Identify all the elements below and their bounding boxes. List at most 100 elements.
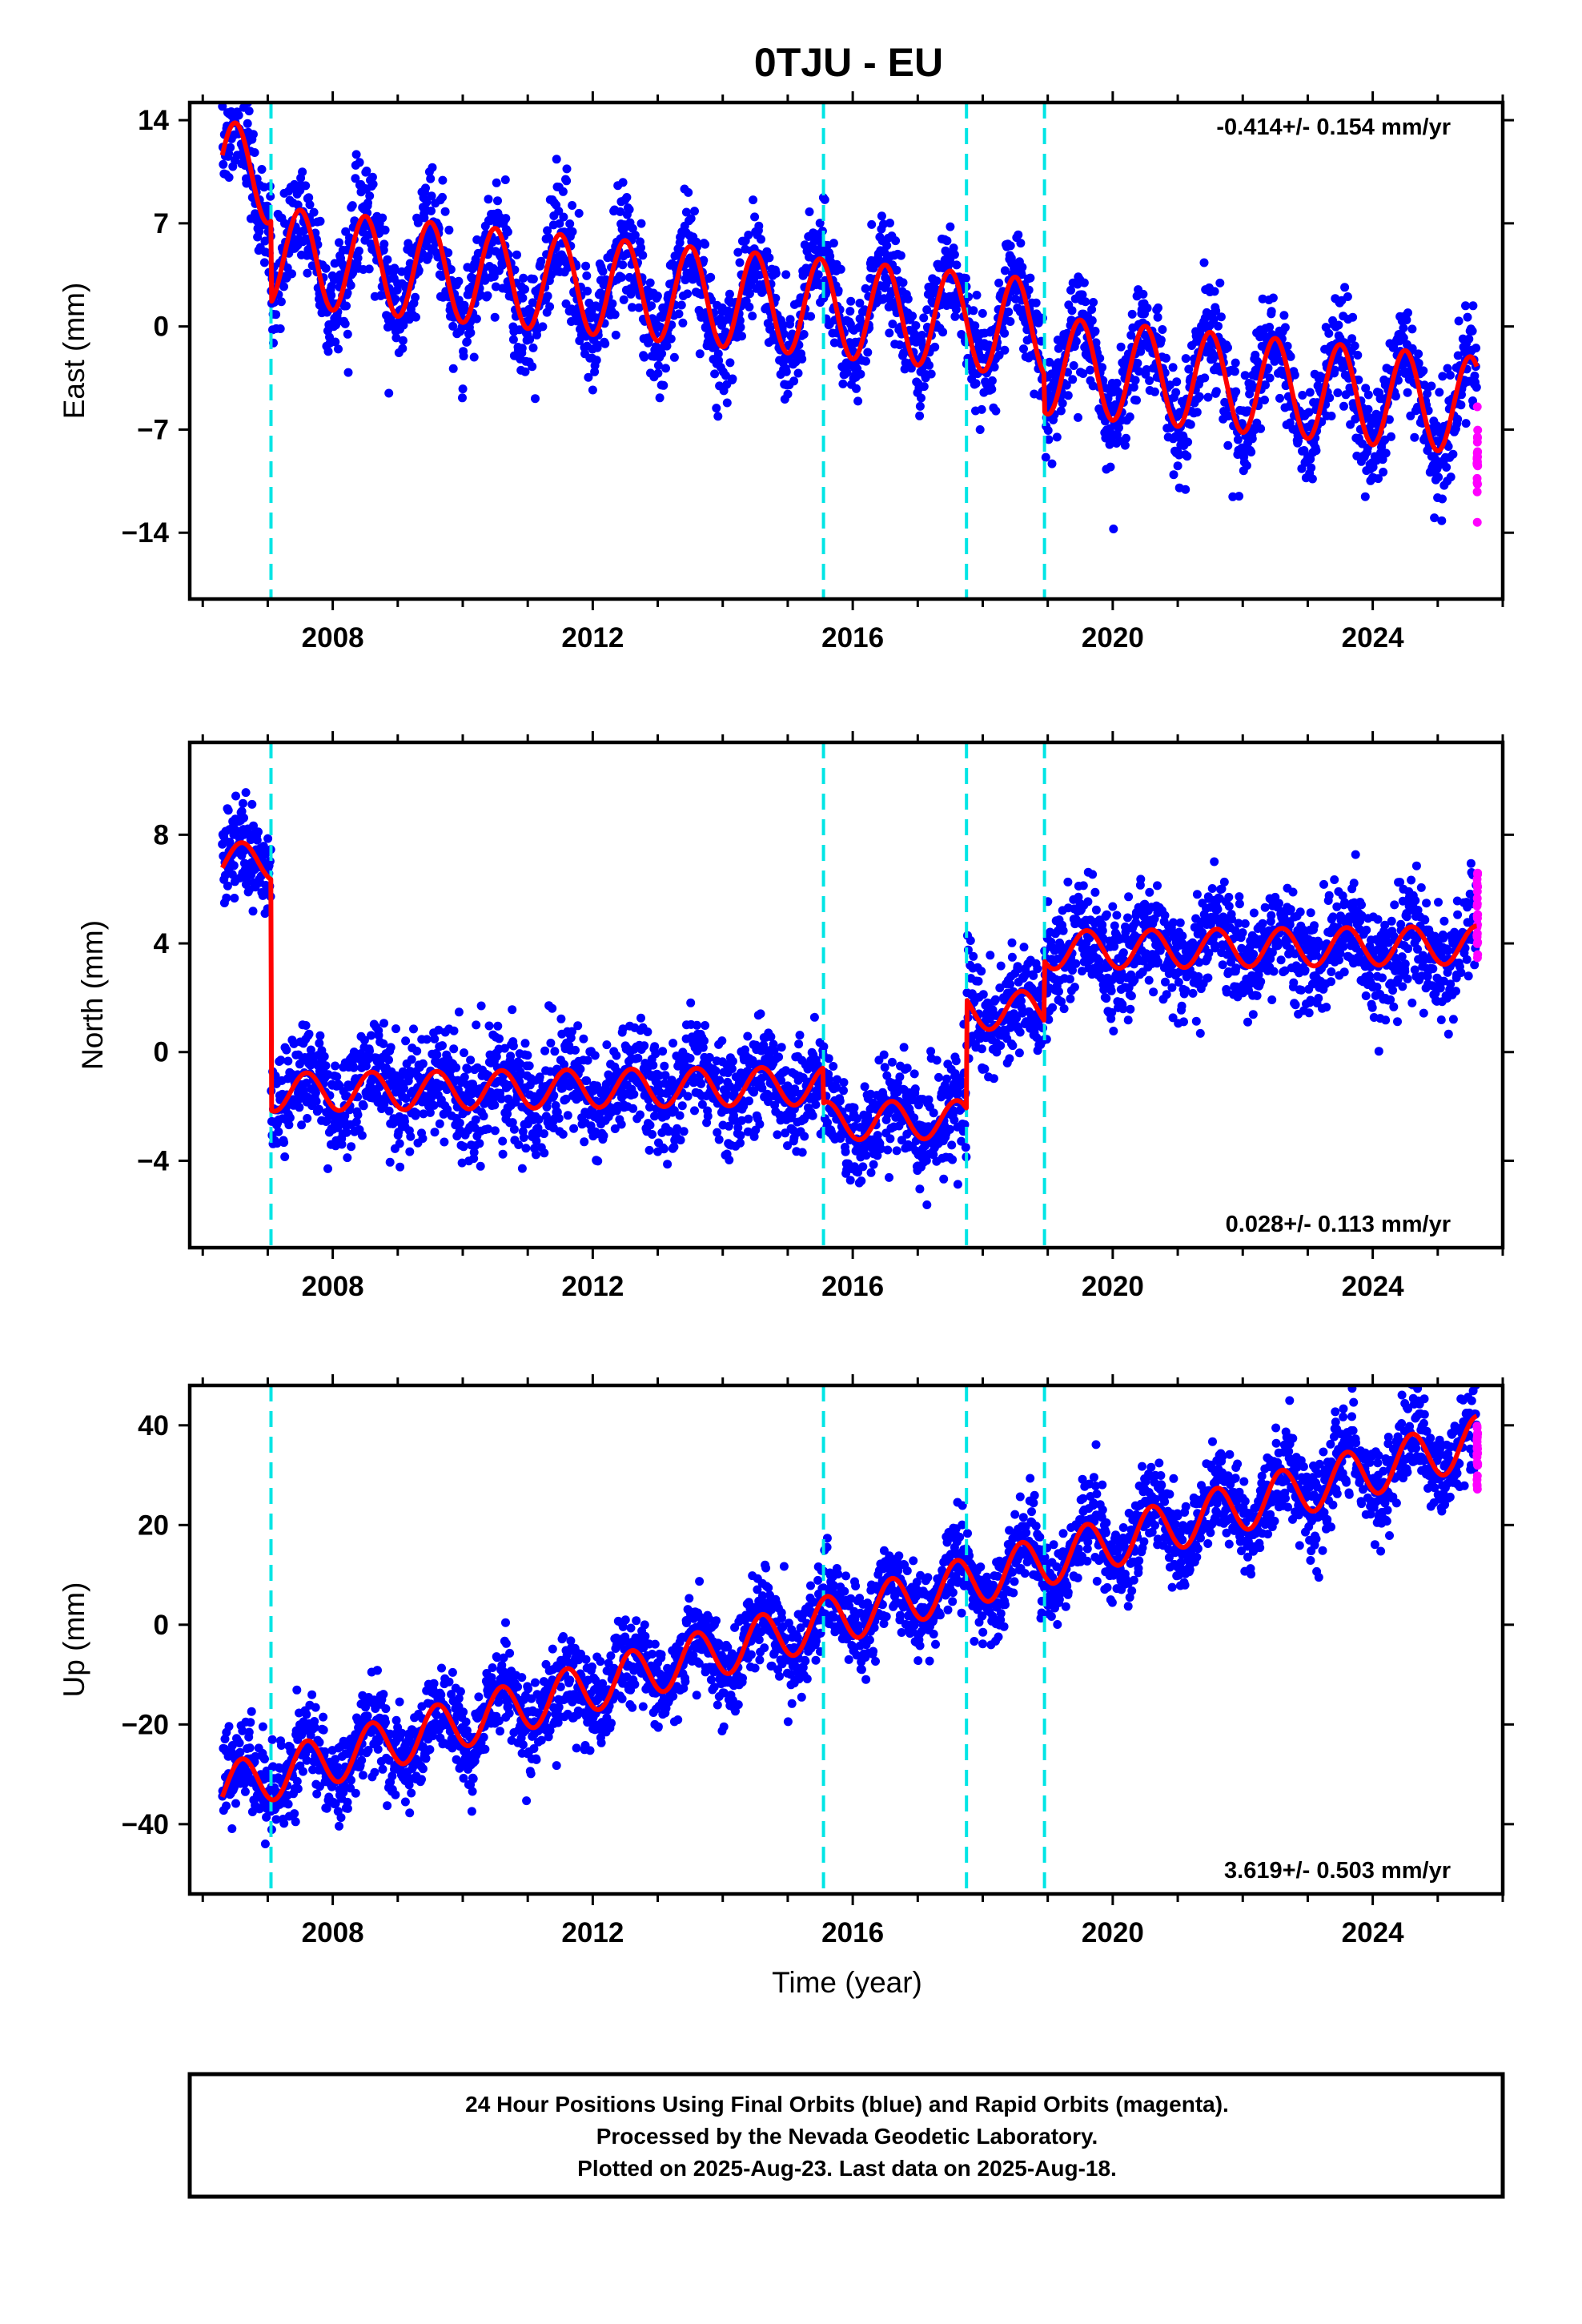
data-point — [1334, 320, 1343, 330]
data-point — [703, 1112, 713, 1121]
data-point — [1268, 293, 1278, 303]
data-point — [347, 1142, 356, 1152]
data-point — [1210, 287, 1219, 296]
data-point — [335, 238, 343, 247]
data-point — [877, 211, 886, 221]
data-point — [1223, 343, 1232, 352]
data-point — [1110, 400, 1120, 409]
data-point — [1211, 306, 1221, 316]
data-point — [947, 1140, 957, 1150]
data-point — [1233, 435, 1243, 444]
data-point — [1186, 420, 1195, 429]
data-point — [906, 364, 916, 373]
data-point — [319, 1051, 329, 1061]
x-tick-label: 2024 — [1342, 622, 1404, 653]
data-point — [365, 1046, 374, 1055]
data-point — [1263, 364, 1273, 373]
data-point — [247, 799, 257, 809]
data-point — [634, 303, 644, 312]
data-point — [1247, 434, 1257, 444]
data-point — [1195, 392, 1204, 401]
data-point — [978, 990, 988, 999]
x-tick-label: 2020 — [1082, 622, 1144, 653]
data-point — [618, 260, 628, 270]
data-point — [287, 269, 296, 279]
data-point — [903, 294, 913, 304]
data-point — [1267, 307, 1276, 316]
data-point — [1445, 371, 1455, 380]
x-tick-label: 2008 — [302, 622, 364, 653]
data-point — [1004, 308, 1014, 316]
data-point — [340, 319, 350, 328]
data-point — [239, 798, 247, 808]
data-point — [949, 243, 958, 253]
data-point — [628, 1104, 638, 1113]
data-point — [230, 894, 239, 903]
rapid-data-point — [1473, 461, 1483, 471]
data-point — [1216, 312, 1226, 322]
data-point — [418, 1134, 428, 1144]
data-point — [1265, 323, 1275, 332]
data-point — [926, 369, 936, 379]
data-point — [989, 1074, 998, 1084]
data-point — [836, 264, 845, 274]
data-point — [364, 264, 374, 274]
data-point — [950, 250, 959, 259]
data-point — [406, 1132, 416, 1141]
data-point — [736, 1131, 745, 1140]
data-point — [619, 295, 628, 304]
data-point — [713, 412, 723, 421]
data-point — [1126, 331, 1136, 340]
data-point — [987, 376, 997, 385]
data-point — [471, 1115, 480, 1124]
data-point — [846, 296, 856, 306]
data-point — [725, 1156, 734, 1164]
data-point — [1130, 376, 1140, 385]
data-point — [1311, 446, 1321, 456]
data-point — [1112, 378, 1122, 388]
data-point — [833, 286, 843, 296]
data-point — [583, 1055, 592, 1065]
data-point — [674, 309, 684, 319]
data-point — [1363, 404, 1373, 414]
data-point — [523, 1051, 532, 1060]
data-point — [961, 274, 970, 283]
data-point — [579, 1034, 588, 1043]
data-point — [1172, 377, 1182, 387]
data-point — [946, 222, 955, 231]
data-point — [562, 176, 572, 186]
data-point — [1208, 354, 1218, 364]
data-point — [263, 834, 273, 843]
data-point — [951, 1056, 961, 1066]
data-point — [1442, 463, 1452, 472]
data-point — [519, 273, 528, 283]
data-point — [323, 347, 333, 356]
data-point — [1138, 289, 1148, 299]
data-point — [699, 255, 709, 265]
data-point — [232, 68, 241, 77]
data-point — [932, 276, 942, 286]
data-point — [1379, 468, 1388, 476]
data-point — [1007, 952, 1017, 962]
data-point — [677, 300, 686, 310]
data-point — [1074, 412, 1082, 422]
data-point — [327, 291, 336, 300]
data-point — [715, 1076, 725, 1085]
data-point — [384, 388, 394, 398]
data-point — [224, 173, 234, 182]
data-point — [332, 1072, 342, 1081]
data-point — [1006, 241, 1015, 251]
data-point — [459, 1142, 468, 1152]
data-point — [970, 321, 980, 331]
data-point — [219, 159, 228, 169]
data-point — [1200, 373, 1210, 383]
data-point — [1434, 472, 1443, 482]
data-point — [259, 258, 269, 267]
data-point — [1360, 492, 1370, 501]
final-orbit-points — [218, 788, 1481, 1209]
rapid-data-point — [1473, 425, 1483, 435]
data-point — [861, 1151, 871, 1160]
data-point — [845, 307, 855, 316]
data-point — [978, 308, 987, 318]
data-point — [779, 329, 789, 339]
